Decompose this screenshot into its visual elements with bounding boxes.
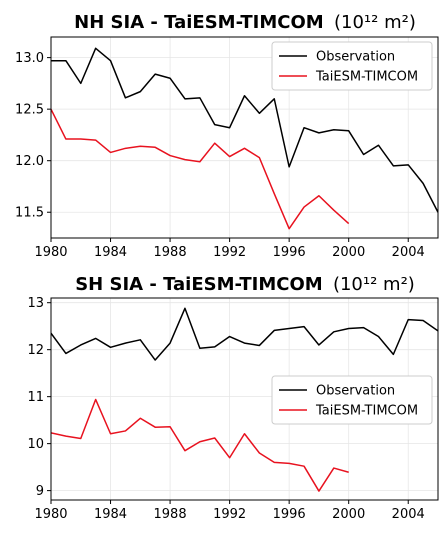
sh-sia-x-tick-label: 2004 — [392, 507, 425, 522]
nh-sia-y-tick-label: 12.0 — [15, 154, 44, 169]
sh-sia-series-model-line — [51, 398, 349, 492]
nh-sia-x-tick-label: 1984 — [94, 245, 127, 260]
sh-sia-x-tick-label: 1992 — [213, 507, 246, 522]
nh-sia-x-tick-label: 2004 — [392, 245, 425, 260]
sh-sia-x-tick-label: 2000 — [332, 507, 365, 522]
nh-sia-series-model-line — [51, 108, 350, 230]
sh-sia-legend: Observation TaiESM-TIMCOM — [271, 375, 433, 425]
sh-sia-series-observation-line — [51, 307, 438, 361]
sh-sia-title-unit: (10¹² m²) — [333, 274, 415, 295]
sh-sia-y-tick-label: 9 — [36, 484, 44, 499]
sh-sia-legend-model-label: TaiESM-TIMCOM — [315, 404, 418, 419]
nh-sia-legend-box — [271, 41, 433, 91]
nh-sia-series — [51, 47, 438, 230]
nh-sia-axes-frame — [50, 36, 439, 239]
sh-sia-x-tick-label: 1996 — [273, 507, 306, 522]
nh-sia-x-tick-label: 1996 — [273, 245, 306, 260]
sh-sia-panel: SH SIA - TaiESM-TIMCOM (10¹² m²) 1980 198… — [27, 274, 439, 522]
nh-sia-legend-model-label: TaiESM-TIMCOM — [315, 70, 418, 85]
nh-sia-y-tick-label: 13.0 — [15, 51, 44, 66]
nh-sia-series-observation-line — [51, 47, 438, 213]
nh-sia-y-tick-label: 12.5 — [15, 103, 44, 118]
sh-sia-x-tick-label: 1980 — [34, 507, 67, 522]
sh-sia-legend-observation-label: Observation — [316, 384, 395, 399]
nh-sia-x-tick-label: 1988 — [154, 245, 187, 260]
sh-sia-x-tick-label: 1988 — [154, 507, 187, 522]
sh-sia-y-tick-label: 10 — [27, 437, 44, 452]
sh-sia-legend-box — [271, 375, 433, 425]
nh-sia-legend-observation-label: Observation — [316, 50, 395, 65]
nh-sia-title: NH SIA - TaiESM-TIMCOM (10¹² m²) — [74, 12, 416, 33]
nh-sia-legend: Observation TaiESM-TIMCOM — [271, 41, 433, 91]
nh-sia-panel: NH SIA - TaiESM-TIMCOM (10¹² m²) 1980 198… — [15, 12, 439, 260]
sh-sia-title: SH SIA - TaiESM-TIMCOM (10¹² m²) — [75, 274, 415, 295]
sh-sia-y-tick-label: 11 — [27, 390, 44, 405]
nh-sia-x-tick-label: 1992 — [213, 245, 246, 260]
nh-sia-y-tick-label: 11.5 — [15, 206, 44, 221]
nh-sia-x-tick-label: 2000 — [332, 245, 365, 260]
sh-sia-y-tick-label: 13 — [27, 296, 44, 311]
nh-sia-ticks: 1980 1984 1988 1992 1996 2000 2004 11.5 12.0 12.5… — [15, 51, 425, 260]
sh-sia-y-tick-label: 12 — [27, 343, 44, 358]
sh-sia-ticks: 1980 1984 1988 1992 1996 2000 2004 9 10 11 12 13 — [27, 296, 424, 522]
sh-sia-axes-frame — [50, 297, 439, 501]
sh-sia-x-tick-label: 1984 — [94, 507, 127, 522]
sh-sia-series — [51, 307, 438, 492]
nh-sia-x-tick-label: 1980 — [34, 245, 67, 260]
nh-sia-title-unit: (10¹² m²) — [334, 12, 416, 33]
